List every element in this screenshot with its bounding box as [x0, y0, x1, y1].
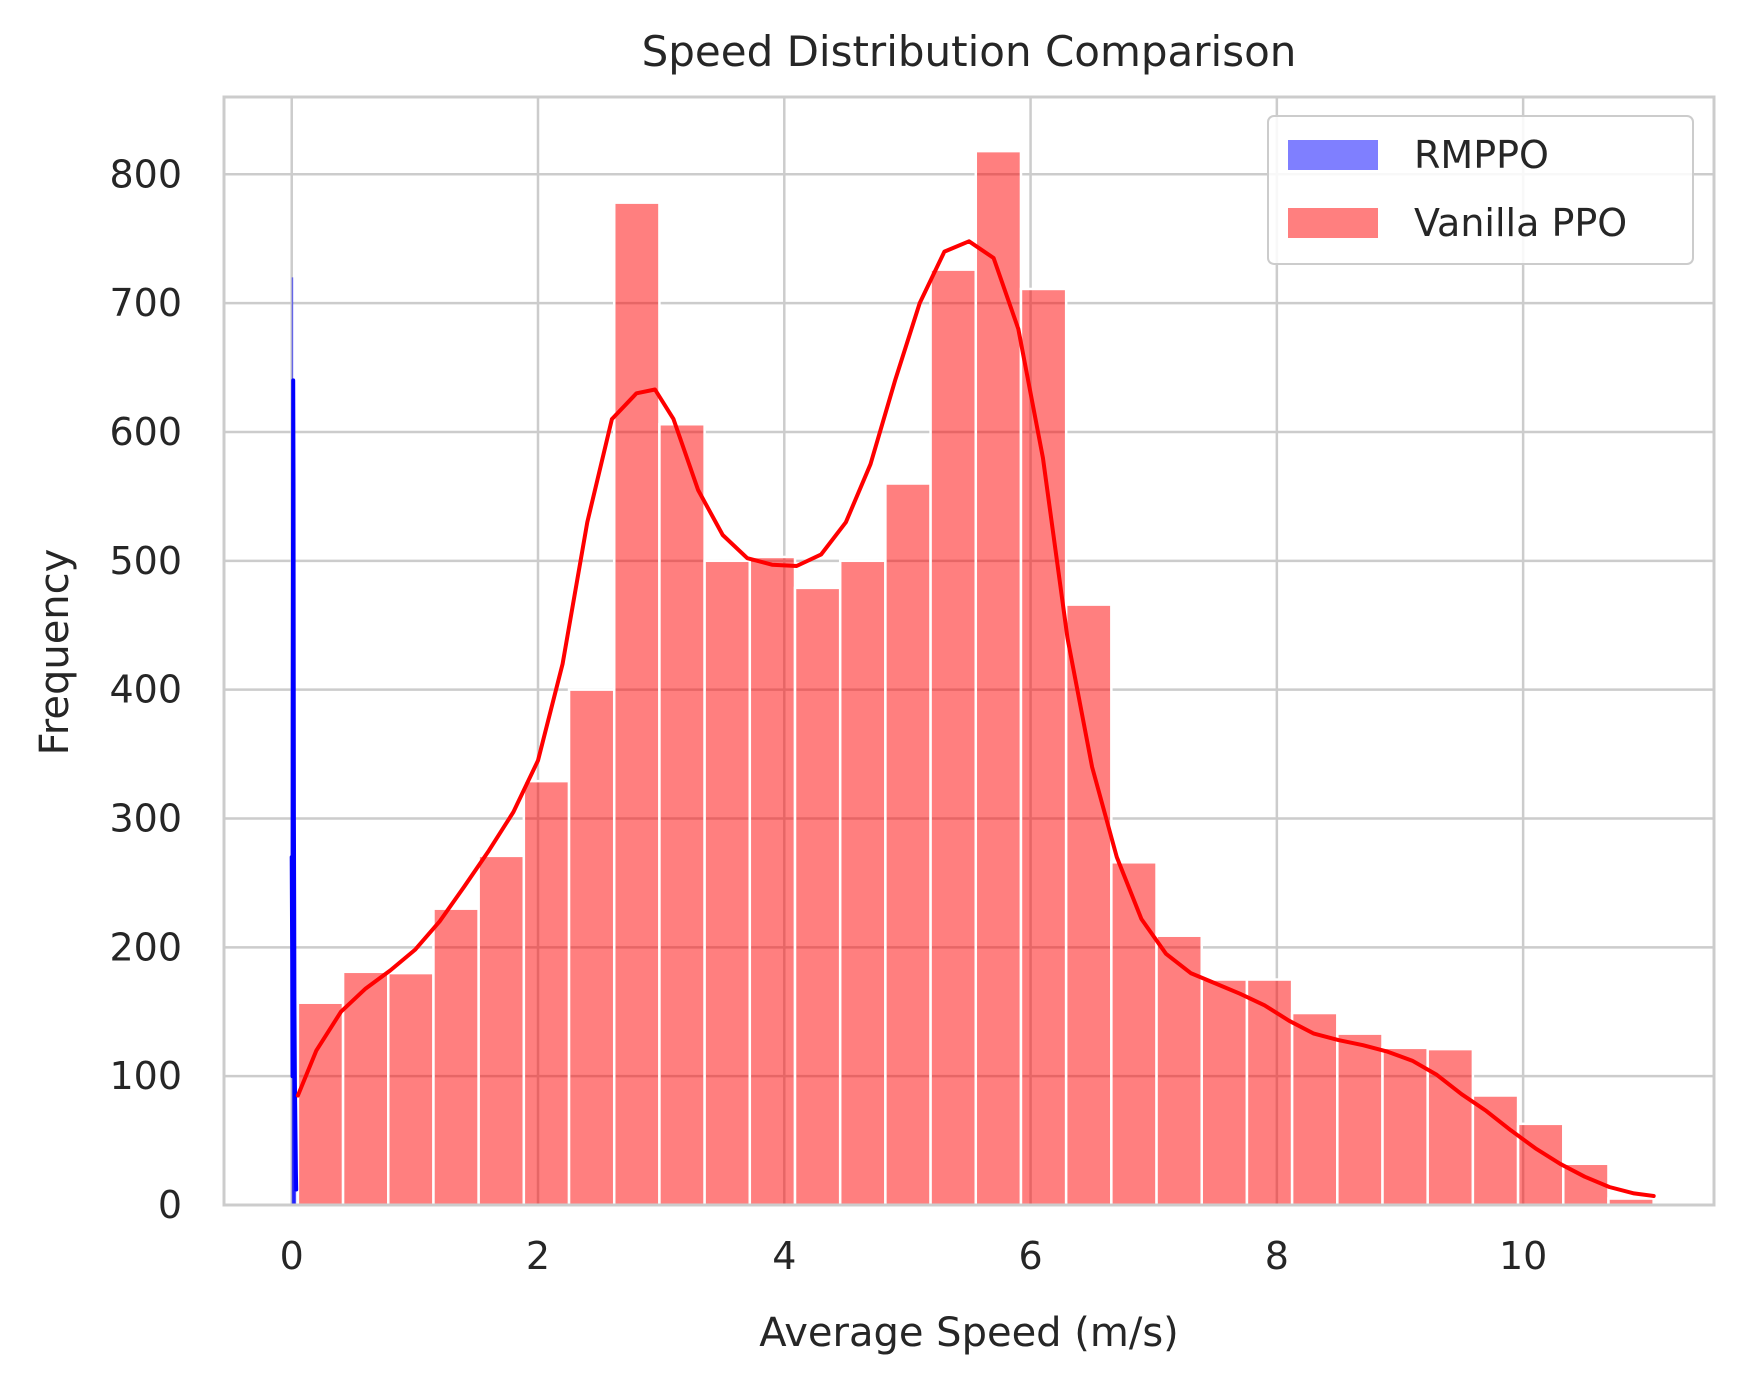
chart-title: Speed Distribution Comparison: [642, 27, 1297, 76]
histogram-bar: [929, 268, 978, 1207]
histogram-bar: [1381, 1046, 1429, 1207]
histogram-bar: [838, 559, 887, 1207]
histogram-bar: [477, 854, 526, 1207]
histogram-bar: [522, 779, 571, 1207]
histogram-bar: [387, 971, 435, 1207]
legend-swatch-rmppo: [1288, 140, 1378, 170]
histogram-bar: [1245, 978, 1294, 1207]
y-tick-label: 0: [158, 1183, 182, 1227]
y-tick-label: 400: [109, 668, 182, 712]
histogram-bar: [432, 907, 480, 1207]
histogram-bar: [748, 555, 797, 1207]
kde-curves: [289, 239, 1656, 1198]
plot-frame: [222, 95, 1716, 1207]
legend: RMPPO Vanilla PPO: [1267, 115, 1694, 265]
y-tick-label: 500: [109, 539, 182, 583]
kde-line: [289, 378, 299, 1192]
histogram-bar: [612, 201, 661, 1207]
histogram-bar: [884, 482, 932, 1207]
y-tick-label: 600: [109, 410, 182, 454]
histogram-bar: [1336, 1032, 1384, 1207]
legend-swatch-vanilla-ppo: [1288, 208, 1378, 238]
kde-line: [295, 239, 1656, 1198]
legend-label-rmppo: RMPPO: [1414, 133, 1549, 177]
histogram-bar: [658, 422, 706, 1207]
histogram-bar: [793, 586, 842, 1207]
histogram-bar: [341, 970, 390, 1207]
y-tick-label: 300: [109, 796, 182, 840]
y-axis-label: Frequency: [32, 549, 78, 756]
histogram-bar: [567, 688, 616, 1207]
histogram-bar: [1200, 978, 1249, 1207]
histogram-bar: [1110, 861, 1158, 1207]
histogram-bar: [1155, 934, 1203, 1207]
x-tick-label: 2: [526, 1234, 550, 1278]
histogram-bar: [1516, 1122, 1565, 1207]
x-tick-label: 10: [1499, 1234, 1547, 1278]
histogram-bar: [1290, 1011, 1339, 1207]
histogram-bar: [296, 1001, 345, 1207]
x-tick-label: 6: [1018, 1234, 1042, 1278]
y-tick-label: 200: [109, 925, 182, 969]
x-tick-label: 4: [772, 1234, 796, 1278]
x-axis-label: Average Speed (m/s): [759, 1310, 1179, 1356]
y-tick-label: 800: [109, 152, 182, 196]
histogram-bar: [703, 559, 752, 1207]
y-tick-label: 700: [109, 281, 182, 325]
y-tick-labels: 0 100 200 300 400 500 600 700 800: [109, 152, 182, 1227]
vanilla-ppo-histogram: [296, 149, 1655, 1207]
histogram-bar: [974, 149, 1023, 1207]
x-tick-label: 0: [280, 1234, 304, 1278]
histogram-bar: [1019, 287, 1068, 1207]
histogram-bar: [1471, 1094, 1520, 1207]
x-tick-label: 8: [1265, 1234, 1289, 1278]
legend-label-vanilla-ppo: Vanilla PPO: [1414, 201, 1627, 245]
y-tick-label: 100: [109, 1054, 182, 1098]
histogram-bar: [1064, 603, 1113, 1207]
x-tick-labels: 0 2 4 6 8 10: [280, 1234, 1548, 1278]
